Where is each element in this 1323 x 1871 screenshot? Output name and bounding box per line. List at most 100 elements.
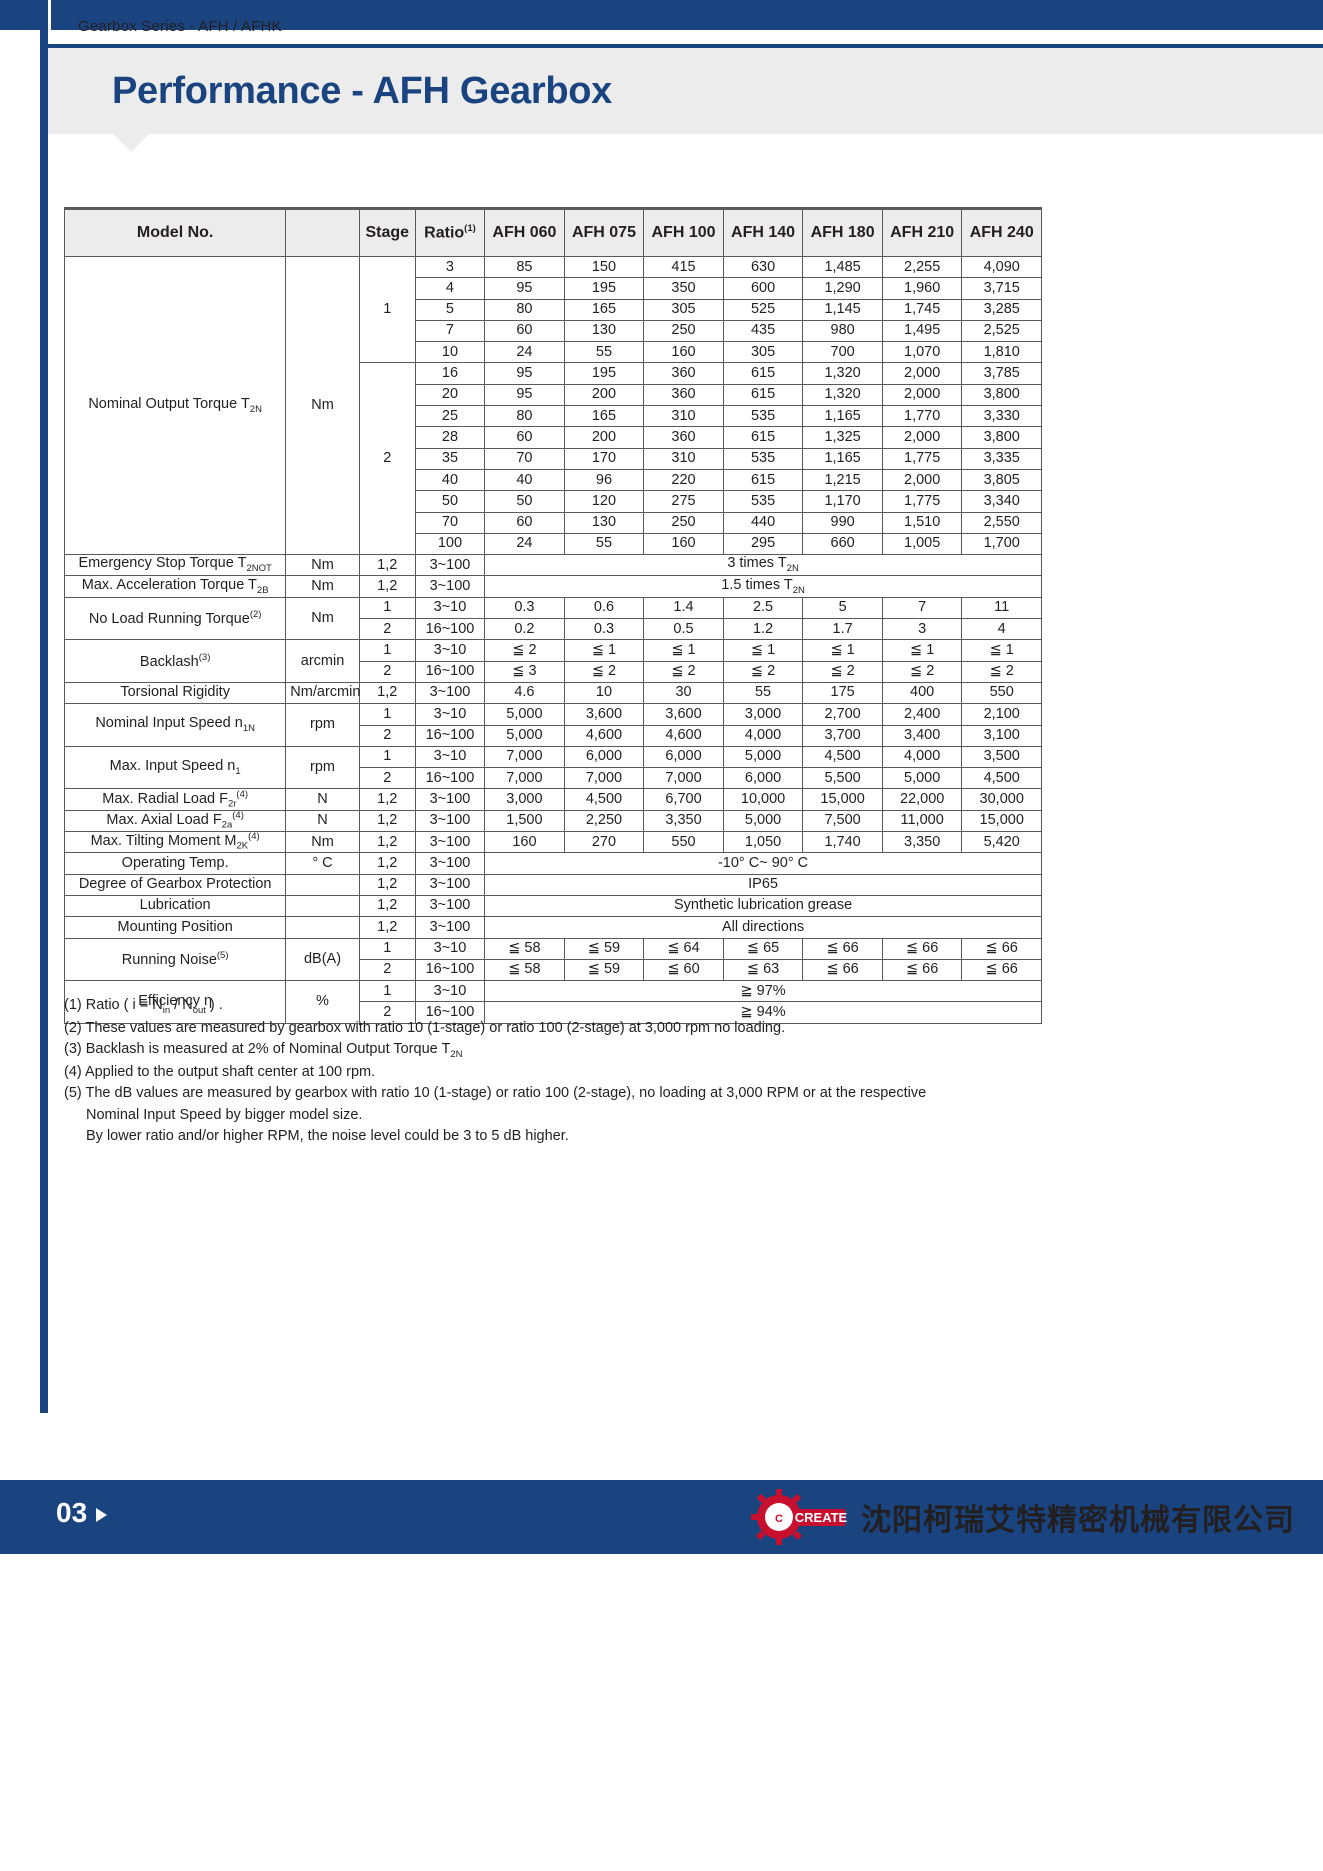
value-nominal-input-speed-n-AFH140: 3,000 [722, 703, 804, 726]
row-unit-no-load-running-torque: Nm [285, 596, 360, 641]
row-unit-max-tilting-moment-m: Nm [285, 831, 360, 854]
value-max-input-speed-n-AFH075: 7,000 [563, 767, 645, 790]
value-nominal-input-speed-n-AFH210: 3,400 [881, 724, 963, 747]
torque-value-7-AFH140: 435 [722, 319, 804, 343]
stage-cell: 1 [358, 937, 416, 960]
span-value-emergency-stop-torque-t: 3 times T2N [484, 554, 1042, 577]
ratio-cell: 3~100 [414, 852, 486, 875]
value-max-radial-load-f-AFH060: 3,000 [484, 788, 565, 811]
torque-value-10-AFH075: 55 [563, 341, 645, 364]
value-backlash-AFH060: ≦ 2 [484, 639, 565, 662]
table-row: Max. Radial Load F2r(4) N 1,2 3~100 3,000 4,5… [63, 788, 1042, 811]
value-max-tilting-moment-m-AFH240: 5,420 [961, 831, 1042, 854]
torque-value-28-AFH180: 1,325 [802, 426, 883, 449]
ratio-cell: 28 [414, 426, 486, 449]
ratio-cell: 3~100 [414, 554, 486, 577]
torque-value-10-AFH060: 24 [484, 341, 565, 364]
ratio-cell: 16~100 [414, 660, 486, 683]
performance-table: Model No. Stage Ratio(1) AFH 060 AFH 075… [63, 207, 1042, 1024]
stage-cell: 1,2 [358, 575, 416, 598]
row-label-degree-of-gearbox-protection: Degree of Gearbox Protection [63, 873, 287, 896]
value-max-radial-load-f-AFH180: 15,000 [802, 788, 883, 811]
torque-value-16-AFH060: 95 [484, 362, 565, 385]
value-max-input-speed-n-AFH060: 7,000 [484, 767, 565, 790]
table-row: 2 16~100 0.2 0.3 0.5 1.2 1.7 3 4 [65, 618, 1042, 641]
ratio-cell: 3~10 [414, 703, 486, 726]
page-number: 03 [56, 1497, 88, 1528]
value-running-noise-AFH180: ≦ 66 [802, 937, 883, 960]
page-arrow-icon [96, 1508, 107, 1522]
ratio-cell: 3~100 [414, 809, 486, 833]
title-band [48, 48, 1323, 134]
title-notch [113, 134, 149, 152]
value-no-load-running-torque-AFH140: 2.5 [722, 596, 804, 620]
torque-value-28-AFH075: 200 [563, 426, 645, 449]
torque-value-100-AFH140: 295 [722, 532, 804, 556]
table-row: Operating Temp. ° C 1,2 3~100 -10° C~ 90° C [63, 852, 1042, 875]
value-max-axial-load-f-AFH100: 3,350 [643, 809, 724, 833]
value-nominal-input-speed-n-AFH100: 3,600 [643, 703, 724, 726]
value-nominal-input-speed-n-AFH060: 5,000 [484, 724, 565, 747]
stage-cell: 1,2 [358, 852, 416, 875]
value-running-noise-AFH060: ≦ 58 [484, 937, 565, 960]
stage-cell: 2 [358, 958, 416, 982]
create-logo-icon: C CREATE [751, 1488, 848, 1546]
header-model-2: AFH 100 [643, 207, 724, 257]
table-row: Emergency Stop Torque T2NOT Nm 1,2 3~100 3 t… [63, 554, 1042, 577]
value-max-radial-load-f-AFH075: 4,500 [563, 788, 645, 811]
torque-value-25-AFH060: 80 [484, 405, 565, 428]
row-unit-max-acceleration-torque-t: Nm [285, 575, 360, 598]
value-backlash-AFH075: ≦ 2 [563, 660, 645, 683]
stage-cell: 2 [358, 1001, 416, 1024]
value-no-load-running-torque-AFH210: 7 [881, 596, 963, 620]
table-row: 2 16~100 ≦ 3 ≦ 2 ≦ 2 ≦ 2 ≦ 2 ≦ 2 ≦ 2 [65, 660, 1042, 683]
torque-value-50-AFH210: 1,775 [881, 490, 963, 513]
stage-cell: 1,2 [358, 554, 416, 577]
value-backlash-AFH100: ≦ 2 [643, 660, 724, 683]
value-backlash-AFH140: ≦ 2 [722, 660, 804, 683]
value-max-input-speed-n-AFH210: 4,000 [881, 745, 963, 769]
row-unit-efficiency: % [285, 980, 360, 1024]
value-backlash-AFH210: ≦ 2 [881, 660, 963, 683]
value-running-noise-AFH210: ≦ 66 [881, 958, 963, 982]
torque-value-70-AFH240: 2,550 [961, 511, 1042, 534]
torque-value-3-AFH210: 2,255 [881, 255, 963, 279]
ratio-cell: 16~100 [414, 618, 486, 641]
footnote-5: (5) The dB values are measured by gearbo… [64, 1085, 927, 1102]
footnotes: (1) Ratio ( i = Nin / Nout ) . (2) These… [64, 995, 1064, 1147]
torque-value-25-AFH140: 535 [722, 405, 804, 428]
torque-value-5-AFH075: 165 [563, 298, 645, 321]
header-stage: Stage [358, 207, 416, 257]
torque-value-25-AFH240: 3,330 [961, 405, 1042, 428]
table-row: 40 40 96 220 615 1,215 2,000 3,805 [65, 468, 1042, 492]
value-nominal-input-speed-n-AFH210: 2,400 [881, 703, 963, 726]
ratio-cell: 3~100 [414, 916, 486, 939]
stage-cell: 2 [358, 660, 416, 683]
torque-value-28-AFH100: 360 [643, 426, 724, 449]
torque-value-40-AFH060: 40 [484, 468, 565, 492]
value-max-axial-load-f-AFH075: 2,250 [563, 809, 645, 833]
header-model-6: AFH 240 [961, 207, 1042, 257]
torque-value-10-AFH100: 160 [643, 341, 724, 364]
value-max-tilting-moment-m-AFH060: 160 [484, 831, 565, 854]
stage-cell: 1,2 [358, 681, 416, 705]
value-no-load-running-torque-AFH060: 0.2 [484, 618, 565, 641]
left-accent-rail-inner [48, 0, 51, 1413]
torque-value-35-AFH060: 70 [484, 447, 565, 470]
table-row: Max. Tilting Moment M2K(4) Nm 1,2 3~100 160 2… [63, 831, 1042, 854]
header-model-4: AFH 180 [802, 207, 883, 257]
stage-cell-1: 1 [358, 255, 416, 364]
row-unit-max-axial-load-f: N [285, 809, 360, 833]
torque-value-20-AFH060: 95 [484, 383, 565, 407]
torque-value-20-AFH140: 615 [722, 383, 804, 407]
footer-bar-underline [0, 1554, 1323, 1562]
table-row: 2 16~100 ≧ 94% [65, 1001, 1042, 1024]
torque-value-4-AFH210: 1,960 [881, 277, 963, 300]
torque-value-40-AFH240: 3,805 [961, 468, 1042, 492]
table-row: Max. Acceleration Torque T2B Nm 1,2 3~100 1.… [63, 575, 1042, 598]
torque-value-70-AFH210: 1,510 [881, 511, 963, 534]
span-value-lubrication: Synthetic lubrication grease [484, 894, 1042, 918]
header-unit [285, 207, 360, 257]
value-no-load-running-torque-AFH075: 0.6 [563, 596, 645, 620]
table-row: Mounting Position 1,2 3~100 All directions [63, 916, 1042, 939]
